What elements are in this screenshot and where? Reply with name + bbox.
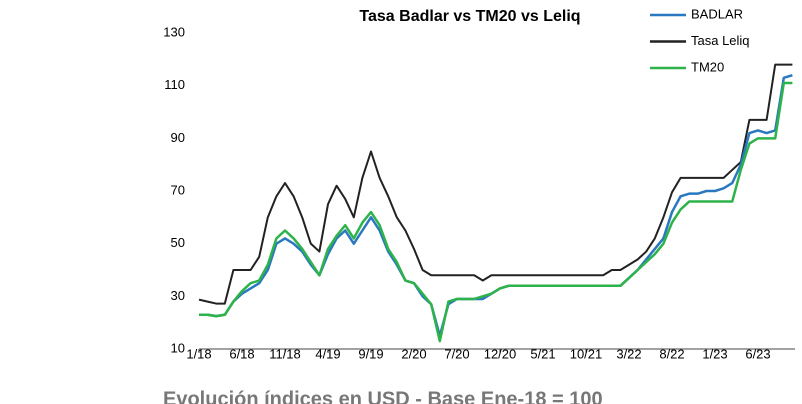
x-tick-label: 11/18 — [269, 346, 301, 361]
x-tick-label: 3/22 — [616, 346, 641, 361]
x-tick-label: 10/21 — [570, 346, 603, 361]
x-tick-label: 6/23 — [745, 346, 770, 361]
y-tick-label: 50 — [171, 235, 185, 250]
legend-label: Tasa Leliq — [691, 33, 750, 48]
y-tick-label: 110 — [164, 77, 185, 92]
x-tick-label: 7/20 — [444, 346, 469, 361]
series-line — [199, 73, 793, 338]
x-tick-label: 2/20 — [401, 346, 426, 361]
y-tick-label: 130 — [163, 24, 185, 39]
x-tick-label: 1/18 — [186, 346, 211, 361]
legend-label: BADLAR — [691, 6, 743, 21]
x-tick-label: 9/19 — [358, 346, 383, 361]
y-tick-label: 90 — [171, 130, 185, 145]
y-tick-label: 30 — [171, 288, 185, 303]
y-tick-label: 70 — [171, 182, 185, 197]
series-line — [198, 63, 793, 305]
x-tick-label: 5/21 — [530, 346, 555, 361]
legend-label: TM20 — [691, 59, 724, 74]
footer-text: Evolución índices en USD - Base Ene-18 =… — [163, 388, 603, 404]
x-tick-label: 6/18 — [229, 346, 254, 361]
x-tick-label: 8/22 — [659, 346, 684, 361]
x-tick-label: 4/19 — [315, 346, 340, 361]
y-tick-label: 10 — [171, 340, 185, 355]
x-tick-label: 12/20 — [484, 346, 517, 361]
x-tick-label: 1/23 — [702, 346, 727, 361]
chart-title: Tasa Badlar vs TM20 vs Leliq — [359, 8, 580, 25]
series-line — [199, 81, 793, 343]
